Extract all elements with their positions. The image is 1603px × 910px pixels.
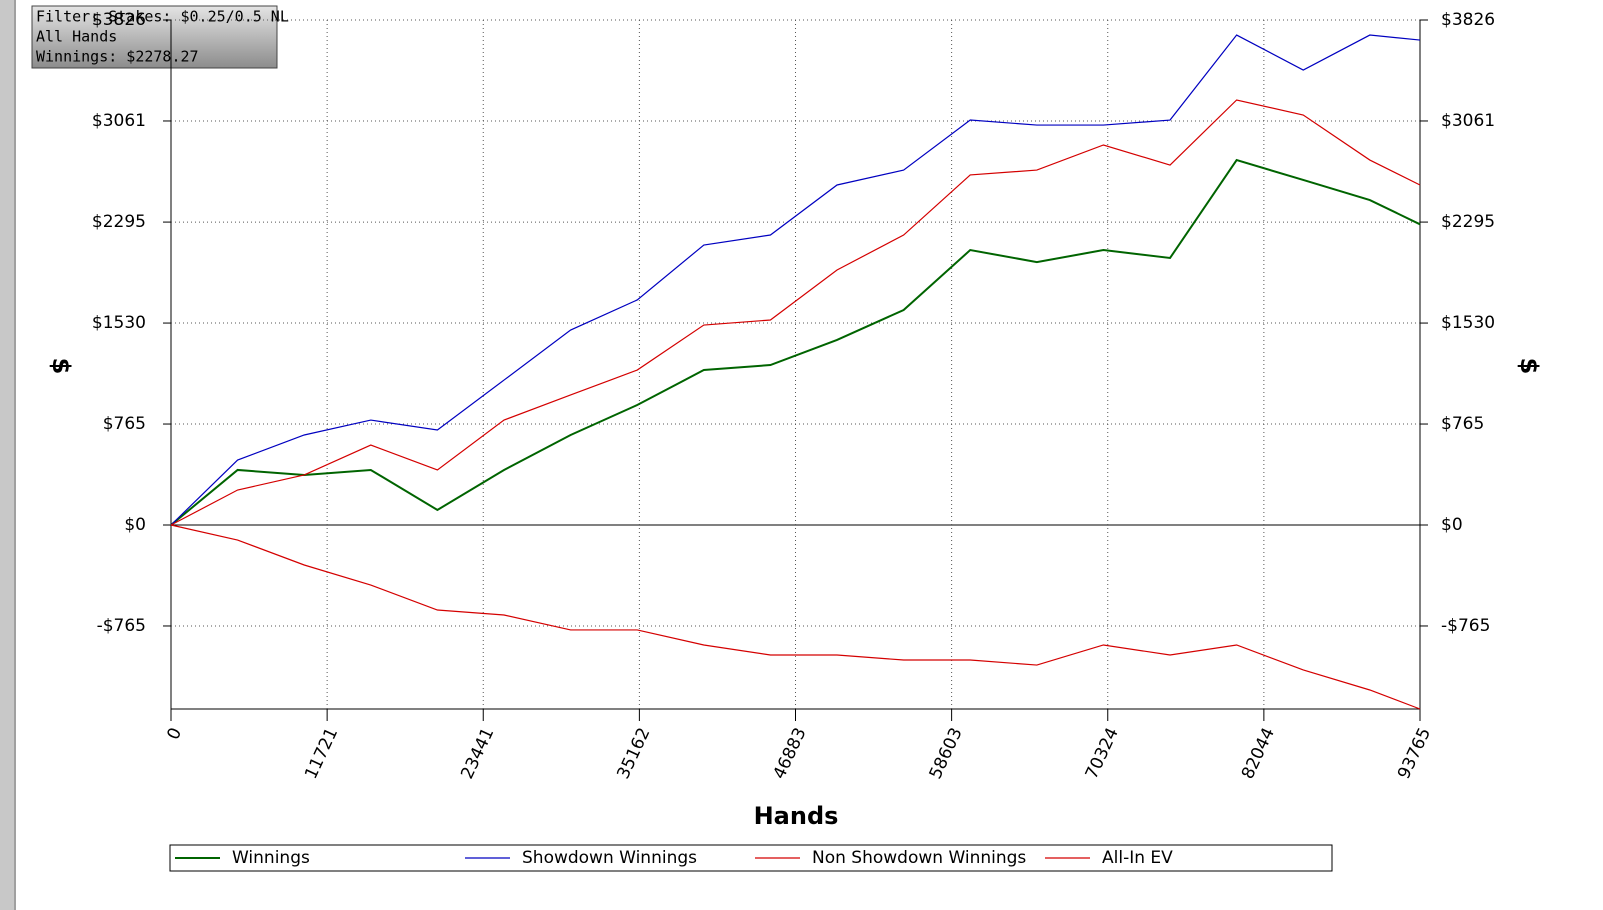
y2-tick-label: $2295: [1441, 212, 1495, 232]
series-line: [170, 524, 1421, 710]
x-tick-label: 70324: [1082, 725, 1123, 782]
filter-line: All Hands: [36, 28, 117, 46]
y-tick-label: $765: [103, 414, 146, 434]
legend: [169, 844, 1333, 872]
y2-axis-title: $: [1515, 358, 1543, 375]
x-tick-label: 46883: [770, 725, 811, 782]
series-line: [170, 34, 1421, 526]
y2-tick-label: $765: [1441, 414, 1484, 434]
y2-tick-label: $3826: [1441, 10, 1495, 30]
x-tick-label: 0: [163, 725, 186, 743]
y2-tick-label: $1530: [1441, 313, 1495, 333]
x-tick-label: 23441: [457, 725, 498, 782]
legend-label: Showdown Winnings: [522, 848, 697, 868]
x-tick-label: 58603: [926, 725, 967, 782]
y2-tick-label: $0: [1441, 515, 1463, 535]
filter-box: [31, 5, 278, 69]
x-tick-label: 82044: [1238, 725, 1279, 782]
filter-line: Winnings: $2278.27: [36, 48, 199, 66]
series-line: [170, 99, 1421, 526]
legend-label: Non Showdown Winnings: [812, 848, 1026, 868]
y2-tick-label: $3061: [1441, 111, 1495, 131]
y-tick-label: $2295: [92, 212, 146, 232]
y-tick-label: $3826: [92, 10, 146, 30]
side-panel: [0, 0, 16, 910]
y-tick-label: -$765: [97, 616, 146, 636]
x-tick-label: 93765: [1394, 725, 1435, 782]
x-tick-label: 35162: [613, 725, 654, 782]
x-tick-label: 11721: [301, 725, 342, 782]
series-line: [170, 158, 1421, 526]
legend-label: All-In EV: [1102, 848, 1173, 868]
x-axis-title: Hands: [754, 802, 839, 830]
y-axis-title: $: [47, 358, 75, 375]
legend-label: Winnings: [232, 848, 310, 868]
y-tick-label: $3061: [92, 111, 146, 131]
y-tick-label: $0: [124, 515, 146, 535]
y-tick-label: $1530: [92, 313, 146, 333]
y2-tick-label: -$765: [1441, 616, 1490, 636]
filter-line: Filter: Stakes: $0.25/0.5 NL: [36, 8, 289, 26]
